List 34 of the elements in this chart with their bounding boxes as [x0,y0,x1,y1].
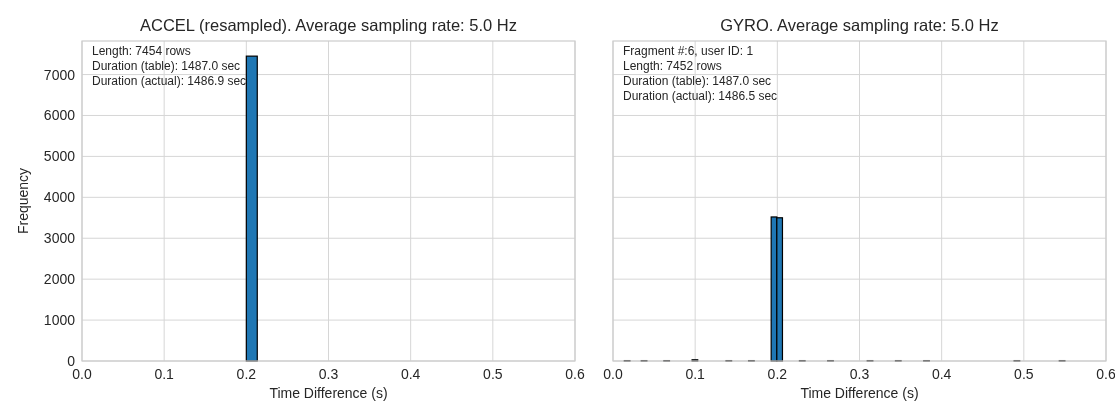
y-tick-label: 1000 [43,312,76,329]
x-tick-label: 0.3 [318,366,339,382]
x-tick-label: 0.6 [565,366,585,382]
x-tick-label: 0.4 [400,366,421,382]
annotation: Fragment #:6, user ID: 1 [623,44,754,58]
y-tick-label: 2000 [43,271,76,288]
annotation: Duration (actual): 1486.9 sec [92,74,247,88]
annotation: Length: 7454 rows [92,44,191,58]
x-tick-label: 0.4 [931,366,952,382]
y-tick-label: 5000 [43,148,76,165]
y-tick-label: 6000 [43,107,76,124]
annotation: Length: 7452 rows [623,59,722,73]
x-tick-label: 0.1 [154,366,175,382]
x-tick-label: 0.2 [236,366,257,382]
x-tick-label: 0.5 [1014,366,1034,382]
y-tick-label: 7000 [43,66,76,83]
chart-title: GYRO. Average sampling rate: 5.0 Hz [720,16,999,34]
x-tick-label: 0.2 [767,366,788,382]
x-axis-title: Time Difference (s) [800,385,919,401]
y-tick-label: 4000 [43,189,76,206]
x-axis-title: Time Difference (s) [269,385,388,401]
x-tick-label: 0.0 [603,366,623,382]
chart-title: ACCEL (resampled). Average sampling rate: 5.0 Hz [140,16,517,34]
x-tick-label: 0.1 [685,366,706,382]
annotation: Duration (table): 1487.0 sec [623,74,772,88]
y-tick-label: 0 [67,353,76,369]
annotation: Duration (actual): 1486.5 sec [623,89,778,103]
y-tick-label: 3000 [43,230,76,247]
x-tick-label: 0.0 [72,366,92,382]
y-axis-title: Frequency [15,167,31,235]
x-tick-label: 0.5 [483,366,503,382]
x-tick-label: 0.6 [1096,366,1115,382]
x-tick-label: 0.3 [849,366,870,382]
annotation: Duration (table): 1487.0 sec [92,59,241,73]
